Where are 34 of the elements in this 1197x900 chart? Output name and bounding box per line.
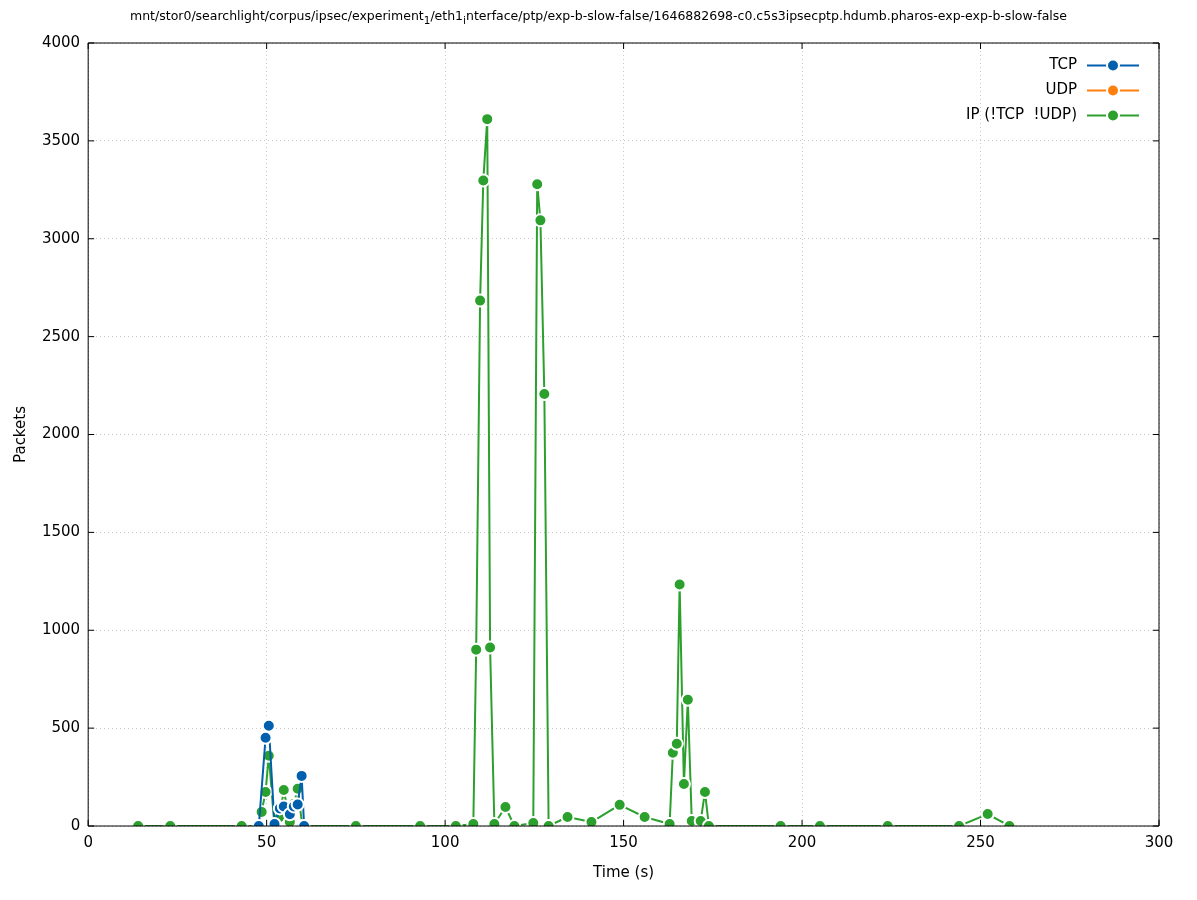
point	[473, 293, 488, 308]
point	[476, 172, 491, 187]
x-axis-title: Time (s)	[592, 862, 655, 881]
x-tick-label: 250	[966, 832, 995, 851]
y-tick-label: 2500	[41, 326, 81, 345]
legend-label: UDP	[1045, 79, 1077, 98]
y-tick-label: 3500	[41, 130, 81, 149]
point	[261, 718, 276, 733]
y-tick-label: 0	[70, 815, 81, 834]
y-tick-label: 1500	[41, 521, 81, 540]
point	[258, 730, 273, 745]
chart-title: mnt/stor0/searchlight/corpus/ipsec/experiment$_{1}$/eth1$_{i}$nterface/ptp/exp-b-slow-false/1646882698-c0.c5s3ipsecptp.hdumb.pharos-exp-exp-b-slow-false	[129, 8, 1068, 26]
y-axis-title: Packets	[10, 405, 29, 463]
x-tick-label: 100	[430, 832, 460, 851]
y-tick-label: 500	[51, 717, 81, 736]
x-tick-label: 0	[83, 832, 93, 851]
point	[612, 797, 627, 812]
point	[537, 386, 552, 401]
point	[526, 815, 541, 826]
point	[669, 736, 684, 751]
y-tick-label: 1000	[41, 619, 81, 638]
point	[469, 642, 484, 657]
point	[290, 796, 305, 811]
point	[680, 692, 695, 707]
legend-label: TCP	[1048, 54, 1077, 73]
y-tick-label: 4000	[41, 32, 81, 51]
y-tick-label: 3000	[41, 228, 81, 247]
x-tick-label: 300	[1144, 832, 1174, 851]
point	[533, 212, 548, 227]
x-tick-label: 50	[257, 832, 277, 851]
x-tick-label: 150	[609, 832, 638, 851]
y-tick-label: 2000	[41, 423, 81, 442]
legend-label: IP (!TCP !UDP)	[966, 104, 1077, 123]
x-tick-label: 200	[787, 832, 817, 851]
